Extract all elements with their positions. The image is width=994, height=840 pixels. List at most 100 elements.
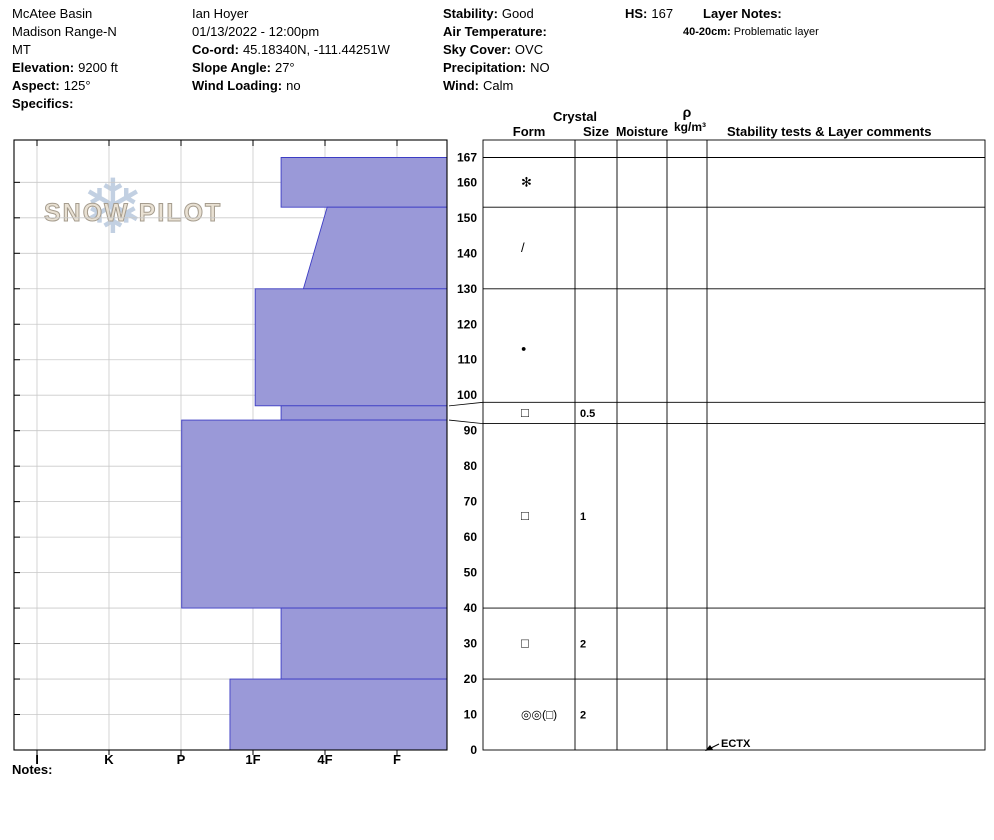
- air-temp-label: Air Temperature:: [443, 24, 547, 39]
- snow-layer-bar: [280, 157, 448, 208]
- svg-text:100: 100: [457, 388, 477, 402]
- precip-value: NO: [530, 60, 550, 75]
- hardness-axis-labels: I K P 1F 4F F: [35, 752, 401, 767]
- svg-text:50: 50: [464, 566, 478, 580]
- site-info-column: McAtee Basin Madison Range-N MT Elevatio…: [12, 5, 118, 113]
- elevation-value: 9200 ft: [78, 60, 118, 75]
- svg-text:150: 150: [457, 211, 477, 225]
- stability-test-label: ECTX: [721, 738, 751, 750]
- crystal-form-symbol: □: [521, 508, 529, 523]
- stability-test-annotation: ECTX: [705, 738, 751, 751]
- aspect-line: Aspect: 125°: [12, 77, 118, 95]
- notes-label: Notes:: [12, 762, 53, 777]
- layer-table: [482, 139, 986, 751]
- hs-value: 167: [651, 6, 674, 21]
- wind-loading-line: Wind Loading: no: [192, 77, 390, 95]
- snowflake-icon: ❄: [81, 165, 145, 250]
- snow-layer-bar: [280, 607, 448, 680]
- chart-border: [13, 139, 448, 751]
- svg-text:167: 167: [457, 151, 477, 165]
- svg-text:kg/m³: kg/m³: [674, 120, 706, 134]
- wind-loading-label: Wind Loading:: [192, 78, 283, 93]
- layer-note-text: Problematic layer: [733, 26, 819, 38]
- crystal-form-symbol: /: [521, 240, 525, 255]
- svg-text:120: 120: [457, 317, 477, 331]
- crystal-form-symbol: ◎◎(□): [521, 708, 557, 722]
- aspect-label: Aspect:: [12, 78, 60, 93]
- svg-text:Crystal: Crystal: [553, 109, 597, 124]
- svg-text:60: 60: [464, 530, 478, 544]
- elevation-label: Elevation:: [12, 60, 75, 75]
- wind-loading-value: no: [286, 78, 301, 93]
- hs-column: HS: 167: [625, 5, 673, 23]
- layer-notes-title-block: Layer Notes:: [703, 5, 782, 23]
- aspect-value: 125°: [63, 78, 91, 93]
- sky-cover-value: OVC: [514, 42, 544, 57]
- site-state: MT: [12, 42, 31, 57]
- crystal-form-symbol: □: [521, 405, 529, 420]
- site-range: Madison Range-N: [12, 24, 117, 39]
- crystal-size-value: 2: [580, 639, 586, 651]
- conditions-column: Stability: Good Air Temperature: Sky Cove…: [443, 5, 551, 95]
- svg-text:ρ: ρ: [683, 104, 692, 120]
- svg-text:4F: 4F: [317, 752, 332, 767]
- svg-text:10: 10: [464, 708, 478, 722]
- layer-notes-title: Layer Notes:: [703, 6, 782, 21]
- elevation-line: Elevation: 9200 ft: [12, 59, 118, 77]
- svg-text:40: 40: [464, 601, 478, 615]
- stability-line: Stability: Good: [443, 5, 551, 23]
- table-headers: Crystal Form Size Moisture ρkg/m³ Stability t…: [513, 104, 932, 139]
- wind-line: Wind: Calm: [443, 77, 551, 95]
- site-name: McAtee Basin: [12, 6, 93, 21]
- svg-text:30: 30: [464, 637, 478, 651]
- coord-line: Co-ord: 45.18340N, -111.44251W: [192, 41, 390, 59]
- wind-value: Calm: [482, 78, 514, 93]
- observer-name: Ian Hoyer: [192, 6, 249, 21]
- arrow-icon: [705, 745, 713, 751]
- svg-text:Stability tests & Layer commen: Stability tests & Layer comments: [727, 124, 931, 139]
- svg-text:K: K: [104, 752, 114, 767]
- svg-text:P: P: [177, 752, 186, 767]
- snow-layer-bar: [280, 405, 448, 421]
- observation-datetime: 01/13/2022 - 12:00pm: [192, 24, 320, 39]
- specifics-label: Specifics:: [12, 96, 74, 111]
- coord-value: 45.18340N, -111.44251W: [242, 42, 390, 57]
- crystal-form-symbol: ✻: [521, 174, 532, 189]
- specifics-line: Specifics:: [12, 95, 118, 113]
- sky-cover-label: Sky Cover:: [443, 42, 511, 57]
- axis-ticks: [14, 140, 398, 755]
- watermark-text: SNOW PILOT: [44, 199, 222, 227]
- svg-text:20: 20: [464, 672, 478, 686]
- thin-layer-leaders: [448, 401, 484, 424]
- precip-line: Precipitation: NO: [443, 59, 551, 77]
- svg-text:80: 80: [464, 459, 478, 473]
- stability-value: Good: [501, 6, 534, 21]
- sky-cover-line: Sky Cover: OVC: [443, 41, 551, 59]
- hs-label: HS:: [625, 6, 648, 21]
- snow-layer-bar: [302, 206, 448, 290]
- precip-label: Precipitation:: [443, 60, 527, 75]
- crystal-form-symbol: ●: [521, 343, 526, 353]
- crystal-size-value: 0.5: [580, 408, 595, 420]
- svg-text:F: F: [393, 752, 401, 767]
- layer-table-cells: ✻ / ● □ 0.5 □ 1 □ 2 ◎◎(□) 2: [521, 174, 595, 721]
- svg-text:Form: Form: [513, 124, 546, 139]
- snow-layer-bar: [181, 419, 448, 609]
- coord-label: Co-ord:: [192, 42, 239, 57]
- slope-angle-label: Slope Angle:: [192, 60, 271, 75]
- hs-line: HS: 167: [625, 5, 673, 23]
- slope-angle-value: 27°: [274, 60, 295, 75]
- wind-label: Wind:: [443, 78, 479, 93]
- layer-note-item: 40-20cm: Problematic layer: [683, 25, 819, 39]
- svg-text:0: 0: [470, 743, 477, 757]
- air-temp-line: Air Temperature:: [443, 23, 551, 41]
- slope-angle-line: Slope Angle: 27°: [192, 59, 390, 77]
- svg-text:90: 90: [464, 424, 478, 438]
- svg-text:110: 110: [458, 353, 478, 367]
- svg-text:70: 70: [464, 495, 478, 509]
- svg-text:140: 140: [457, 246, 477, 260]
- svg-text:Moisture: Moisture: [616, 125, 668, 139]
- snow-layer-bar: [254, 288, 448, 407]
- layer-note-range: 40-20cm:: [683, 26, 731, 38]
